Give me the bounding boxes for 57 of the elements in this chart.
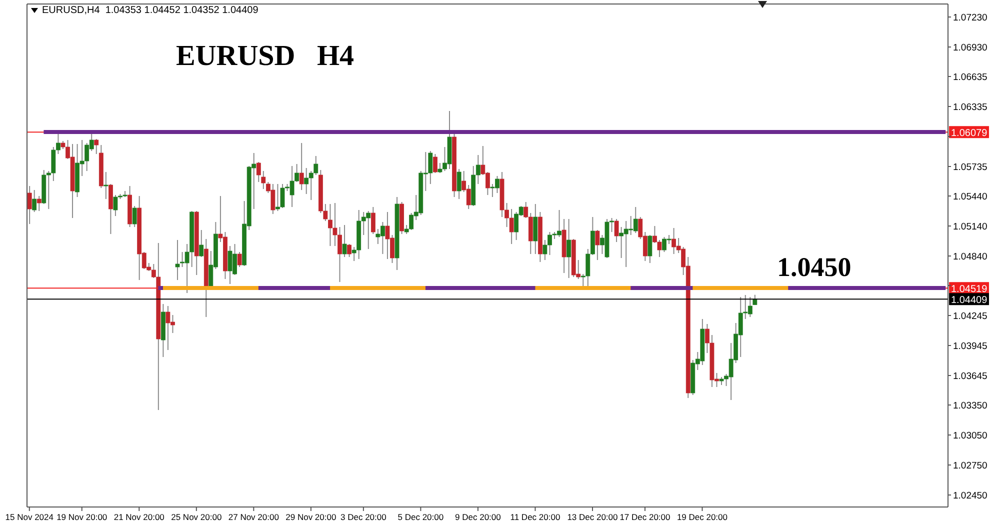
y-tick-label: 1.02450 xyxy=(953,490,988,502)
candlestick xyxy=(175,240,180,280)
y-tick-label: 1.07230 xyxy=(953,12,988,24)
x-tick-label: 9 Dec 20:00 xyxy=(455,512,502,522)
candlestick xyxy=(132,206,137,228)
annotation: 1.0450 xyxy=(777,252,852,282)
chart-subtitle: EURUSD,H4 1.04353 1.04452 1.04352 1.04409 xyxy=(42,5,258,17)
candlestick xyxy=(347,244,352,258)
x-tick-label: 5 Dec 20:00 xyxy=(398,512,444,522)
x-tick-label: 29 Nov 20:00 xyxy=(286,512,336,522)
candlestick xyxy=(752,294,758,306)
ref-line-label: 1.06079 xyxy=(951,128,988,140)
candlestick xyxy=(614,218,619,242)
y-tick-label: 1.02750 xyxy=(953,460,988,472)
x-tick-label: 25 Nov 20:00 xyxy=(171,512,222,522)
candlestick xyxy=(256,162,261,182)
candlestick xyxy=(299,142,304,190)
candlestick xyxy=(595,230,600,260)
candlestick xyxy=(108,184,113,234)
text: EURUSD H4 xyxy=(176,40,354,72)
candlestick xyxy=(456,168,462,200)
x-tick-label: 3 Dec 20:00 xyxy=(340,512,387,522)
x-tick-label: 19 Dec 20:00 xyxy=(676,512,728,522)
ref-line-label: 1.04519 xyxy=(951,284,988,296)
y-tick-label: 1.03945 xyxy=(953,340,988,352)
candlestick xyxy=(36,196,42,212)
x-tick-label: 11 Dec 20:00 xyxy=(510,512,560,522)
y-tick-label: 1.04840 xyxy=(953,251,988,262)
candlestick xyxy=(533,204,538,254)
candlestick xyxy=(237,252,242,268)
y-tick-label: 1.03645 xyxy=(953,370,988,382)
candlestick xyxy=(432,154,438,174)
candlestick xyxy=(261,170,266,190)
candlestick xyxy=(566,218,572,278)
y-tick-label: 1.05440 xyxy=(953,191,988,202)
y-tick-label: 1.04245 xyxy=(953,310,988,322)
candlestick xyxy=(370,206,376,234)
x-tick-label: 19 Nov 20:00 xyxy=(56,512,108,522)
y-tick-label: 1.06335 xyxy=(953,102,988,113)
x-tick-label: 27 Nov 20:00 xyxy=(228,512,280,522)
x-tick-label: 15 Nov 2024 xyxy=(5,512,54,522)
candlestick xyxy=(104,172,108,200)
y-tick-label: 1.05140 xyxy=(953,221,988,232)
candlestick xyxy=(94,138,99,154)
y-tick-label: 1.06635 xyxy=(953,72,988,83)
x-tick-label: 13 Dec 20:00 xyxy=(567,512,618,522)
ref-line-label: 1.04409 xyxy=(951,295,988,306)
candlestick xyxy=(27,186,32,224)
candlestick xyxy=(199,230,204,258)
y-tick-label: 1.06930 xyxy=(953,42,988,54)
x-tick-label: 17 Dec 20:00 xyxy=(620,512,671,522)
y-tick-label: 1.03350 xyxy=(953,400,988,412)
x-tick-label: 21 Nov 20:00 xyxy=(114,512,165,522)
candlestick xyxy=(342,224,347,258)
candlestick xyxy=(32,190,37,212)
y-tick-label: 1.03050 xyxy=(953,430,988,442)
y-tick-label: 1.05735 xyxy=(953,162,988,173)
